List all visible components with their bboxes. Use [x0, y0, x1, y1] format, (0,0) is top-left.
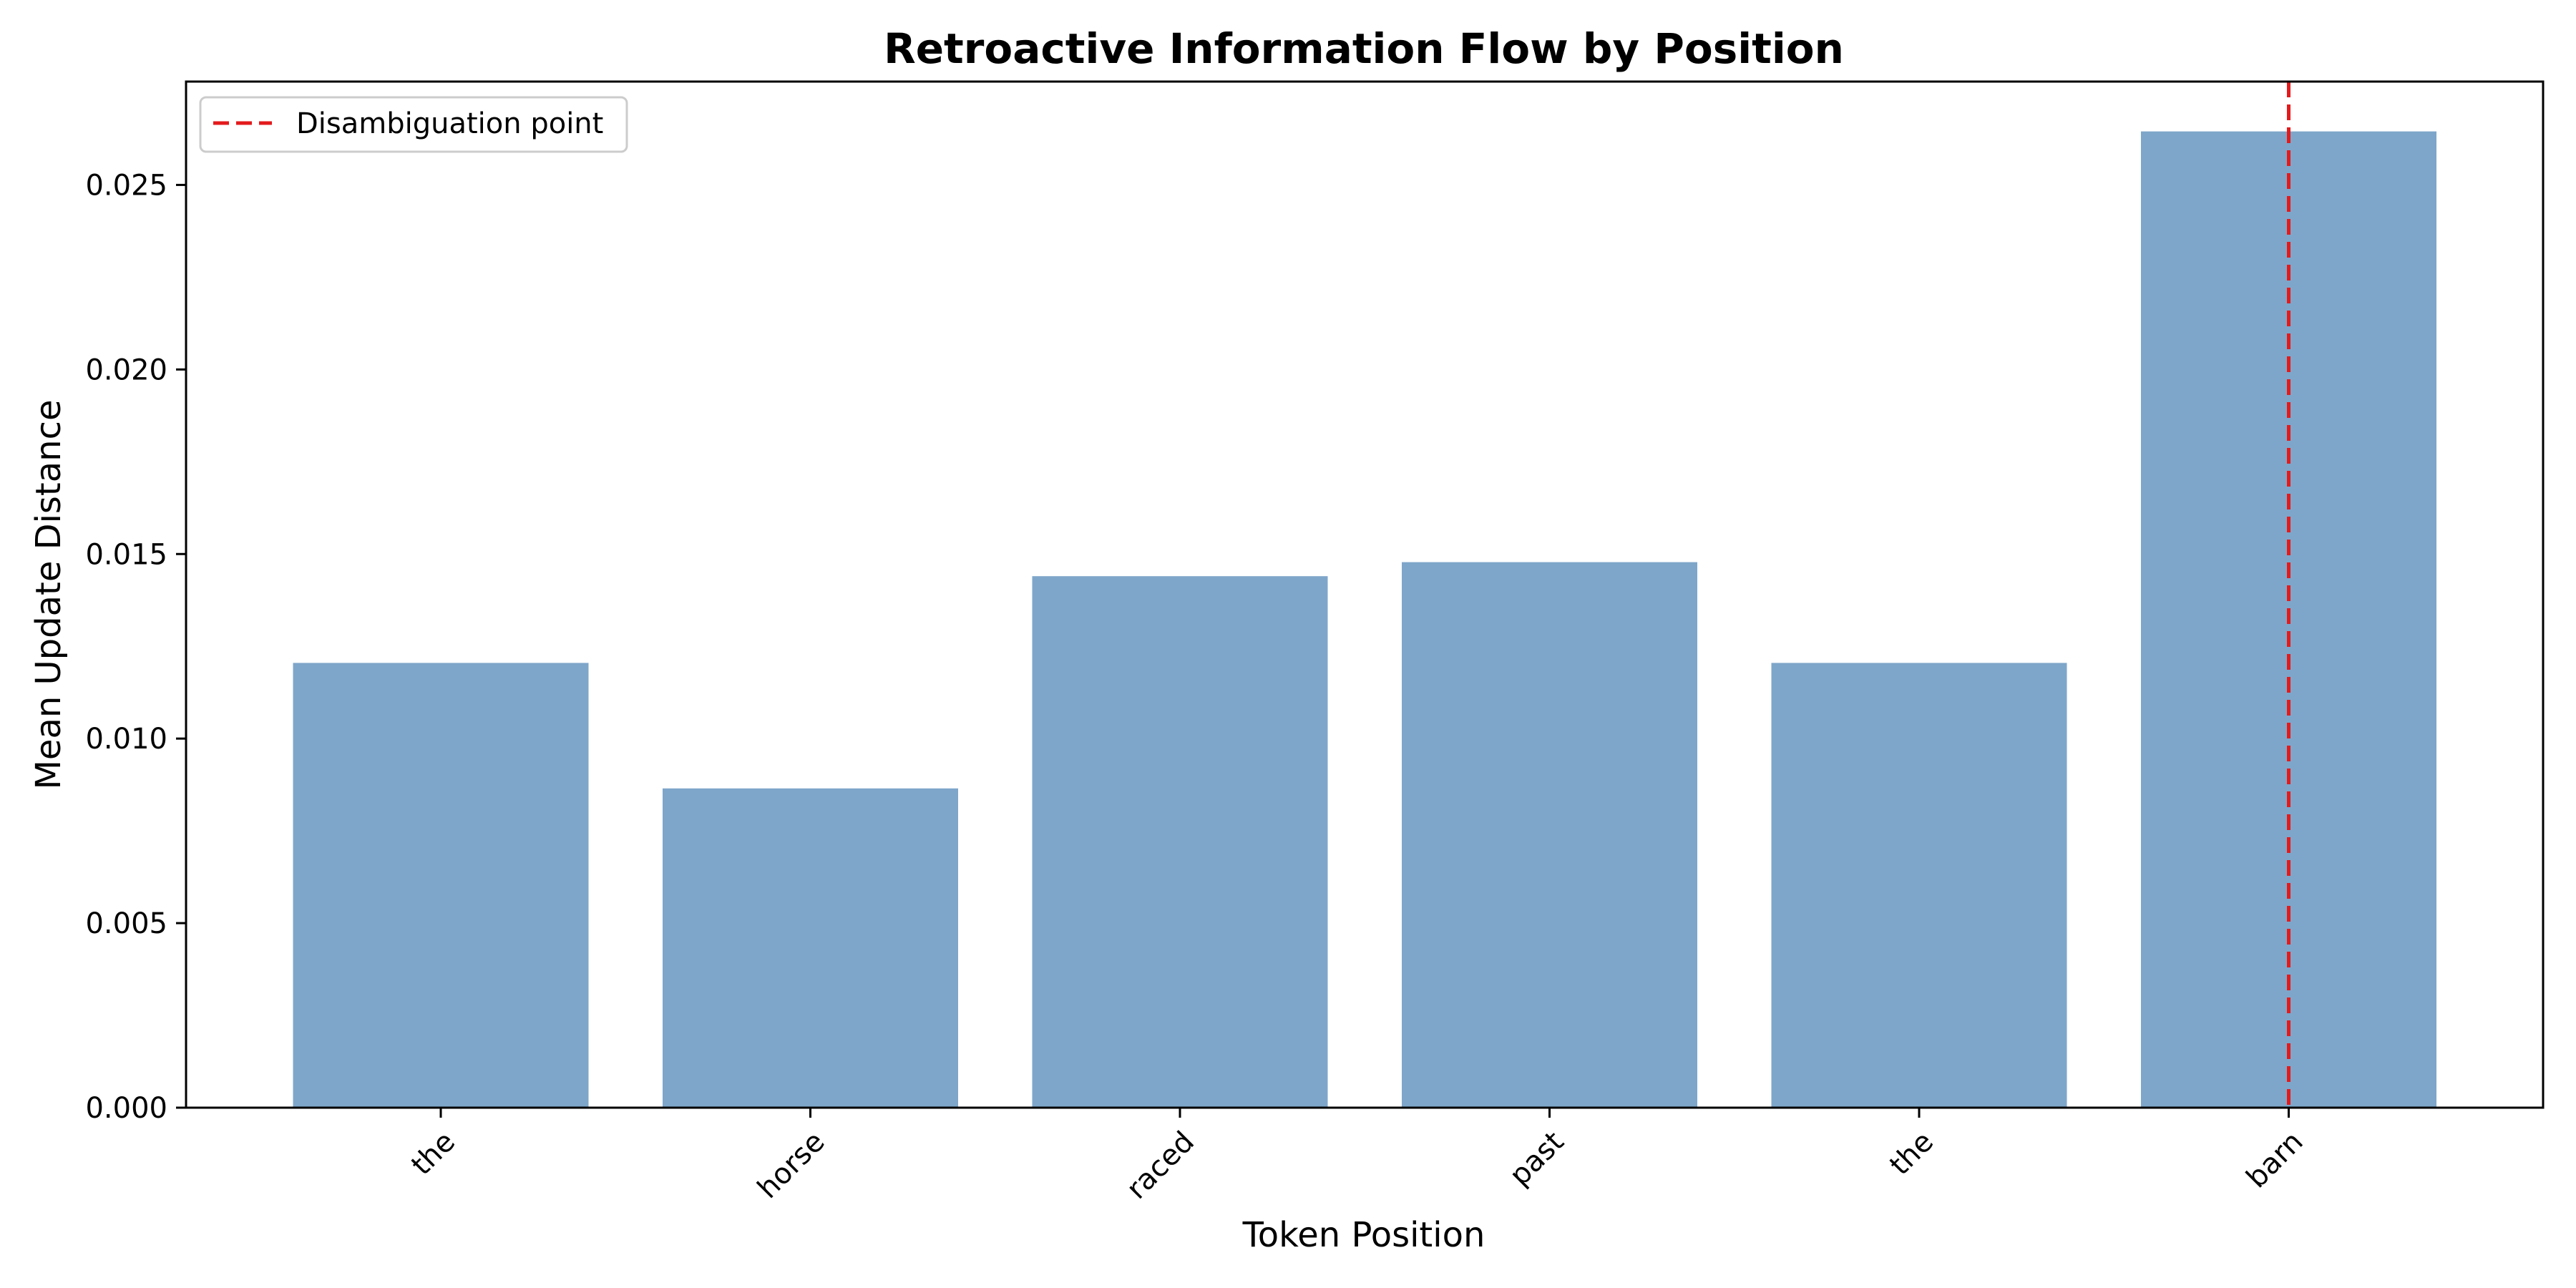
x-tick-label: horse — [751, 1126, 831, 1206]
y-tick-label: 0.015 — [85, 538, 167, 571]
bar-1 — [663, 788, 958, 1108]
legend-label: Disambiguation point — [296, 107, 603, 140]
y-tick-label: 0.025 — [85, 169, 167, 202]
x-tick-label: the — [405, 1126, 462, 1182]
y-tick-label: 0.020 — [85, 353, 167, 386]
y-tick-label: 0.005 — [85, 907, 167, 940]
x-tick-label: barn — [2240, 1126, 2310, 1195]
y-tick-label: 0.000 — [85, 1092, 167, 1125]
bar-4 — [1771, 663, 2067, 1108]
y-axis-label: Mean Update Distance — [29, 399, 69, 789]
legend: Disambiguation point — [199, 96, 628, 153]
x-tick-label: raced — [1121, 1126, 1201, 1206]
chart-title: Retroactive Information Flow by Position — [884, 24, 1844, 73]
y-axis-ticks: 0.000 0.005 0.010 0.015 0.020 0.025 — [85, 169, 186, 1125]
x-tick-label: the — [1883, 1126, 1940, 1182]
bars — [293, 131, 2436, 1108]
x-tick-label: past — [1503, 1126, 1571, 1193]
bar-3 — [1402, 562, 1697, 1108]
x-axis-label: Token Position — [1242, 1215, 1485, 1255]
y-tick-label: 0.010 — [85, 723, 167, 756]
legend-box — [199, 96, 628, 153]
bar-2 — [1032, 576, 1328, 1108]
x-axis-ticks: the horse raced past the barn — [405, 1108, 2310, 1206]
plot-frame — [185, 80, 2545, 1109]
bar-0 — [293, 663, 589, 1108]
